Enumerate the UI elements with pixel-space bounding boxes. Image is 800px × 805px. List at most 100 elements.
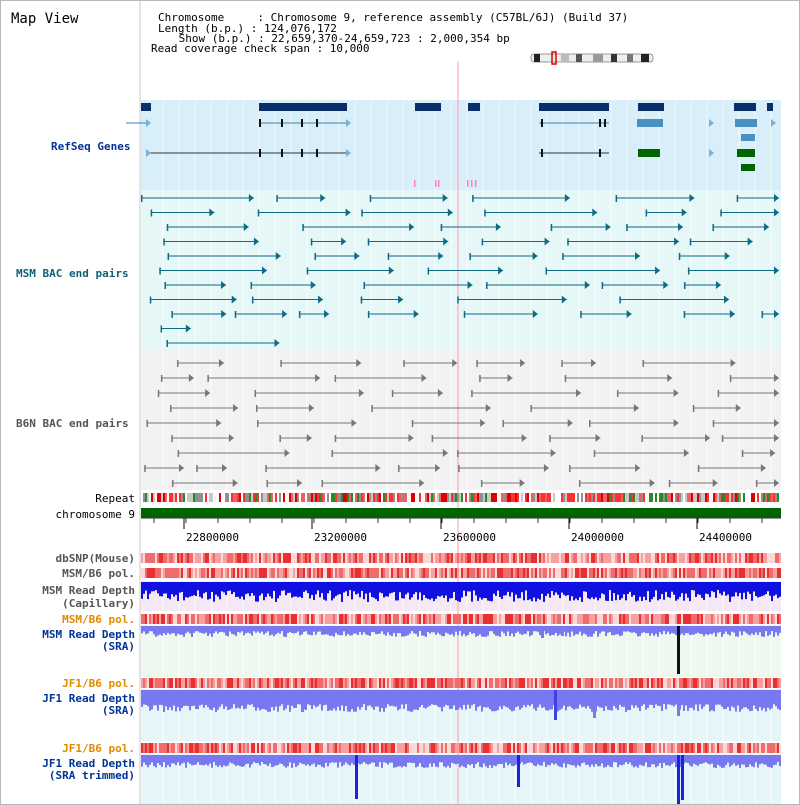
- jf1-b6-pol-heat-2: [665, 743, 667, 753]
- jf1-b6-pol-heat-2: [429, 743, 431, 753]
- jf1-trimmed-depth: [473, 755, 475, 768]
- dbsnp-heat: [307, 553, 309, 563]
- page-title: Map View: [11, 11, 79, 27]
- jf1-sra-depth: [725, 690, 727, 710]
- msm-b6-pol-heat: [671, 568, 673, 578]
- msm-b6-pol-heat: [607, 568, 609, 578]
- repeat-element: [535, 493, 537, 502]
- jf1-b6-pol-heat: [191, 678, 193, 688]
- msm-bac-pair-arrow: [275, 252, 281, 260]
- msm-b6-pol-heat-2: [411, 614, 413, 624]
- jf1-sra-depth: [325, 690, 327, 705]
- msm-b6-pol-heat-2: [557, 614, 559, 624]
- msm-capillary-depth: [161, 582, 163, 597]
- jf1-b6-pol-heat-2: [275, 743, 277, 753]
- exon-tick: [541, 149, 543, 157]
- msm-capillary-depth: [531, 582, 533, 602]
- msm-b6-pol-heat-2: [651, 614, 653, 624]
- repeat-element: [417, 493, 419, 502]
- track-label-refseq[interactable]: RefSeq Genes: [51, 140, 131, 153]
- jf1-trimmed-depth: [717, 755, 719, 765]
- msm-capillary-depth: [595, 582, 597, 598]
- msm-b6-pol-heat: [257, 568, 259, 578]
- repeat-element: [499, 493, 501, 502]
- msm-b6-pol-heat-2: [729, 614, 731, 624]
- msm-b6-pol-heat-2: [521, 614, 523, 624]
- msm-b6-pol-heat: [543, 568, 545, 578]
- dbsnp-heat: [555, 553, 557, 563]
- msm-sra-depth: [765, 626, 767, 632]
- msm-b6-pol-heat: [541, 568, 543, 578]
- track-label-msm-b6-pol[interactable]: MSM/B6 pol.: [62, 567, 135, 580]
- msm-b6-pol-heat-2: [155, 614, 157, 624]
- dbsnp-heat: [333, 553, 335, 563]
- track-label-msm-b6-pol-2[interactable]: MSM/B6 pol.: [62, 613, 135, 626]
- msm-sra-depth: [689, 626, 691, 635]
- dbsnp-heat: [667, 553, 669, 563]
- repeat-element: [315, 493, 317, 502]
- msm-bac-pair-end: [234, 311, 237, 318]
- msm-b6-pol-heat: [487, 568, 489, 578]
- repeat-element: [347, 493, 349, 502]
- msm-b6-pol-heat-2: [503, 614, 505, 624]
- msm-bac-pair-end: [678, 253, 681, 260]
- track-label-msm-bac[interactable]: MSM BAC end pairs: [16, 267, 129, 280]
- track-label-jf1-depth-sra[interactable]: JF1 Read Depth: [42, 692, 135, 705]
- jf1-b6-pol-heat: [361, 678, 363, 688]
- dbsnp-heat: [165, 553, 167, 563]
- msm-capillary-depth: [721, 582, 723, 596]
- msm-sra-depth: [755, 626, 757, 633]
- repeat-element: [753, 493, 755, 502]
- msm-capillary-depth: [663, 582, 665, 600]
- msm-b6-pol-heat: [273, 568, 275, 578]
- jf1-b6-pol-heat-2: [315, 743, 317, 753]
- msm-bac-pair-arrow: [655, 266, 661, 275]
- msm-sra-depth: [485, 626, 487, 637]
- jf1-sra-depth: [209, 690, 211, 710]
- jf1-b6-pol-heat-2: [157, 743, 159, 753]
- jf1-trimmed-depth: [655, 755, 657, 768]
- dbsnp-heat: [687, 553, 689, 563]
- jf1-sra-depth: [363, 690, 365, 705]
- jf1-b6-pol-heat-2: [293, 743, 295, 753]
- jf1-b6-pol-heat: [683, 678, 685, 688]
- jf1-b6-pol-heat-2: [367, 743, 369, 753]
- track-label-msm-depth-sra[interactable]: MSM Read Depth: [42, 628, 135, 641]
- msm-capillary-depth: [367, 582, 369, 602]
- dbsnp-heat: [383, 553, 385, 563]
- jf1-b6-pol-heat: [549, 678, 551, 688]
- msm-sra-depth: [255, 626, 257, 633]
- jf1-b6-pol-heat-2: [439, 743, 441, 753]
- msm-b6-pol-heat: [629, 568, 631, 578]
- msm-capillary-depth: [661, 582, 663, 595]
- track-label-msm-depth-capillary[interactable]: MSM Read Depth: [42, 584, 135, 597]
- jf1-trimmed-depth: [385, 755, 387, 763]
- jf1-sra-depth: [501, 690, 503, 710]
- repeat-element: [693, 493, 695, 502]
- msm-b6-pol-heat-2: [603, 614, 605, 624]
- jf1-sra-depth: [379, 690, 381, 712]
- msm-bac-pair-end: [150, 209, 153, 217]
- repeat-element: [311, 493, 313, 502]
- jf1-trimmed-depth: [509, 755, 511, 764]
- jf1-b6-pol-heat: [731, 678, 733, 688]
- jf1-b6-pol-heat: [677, 678, 679, 688]
- dbsnp-heat: [597, 553, 599, 563]
- track-label-jf1-b6-pol-2[interactable]: JF1/B6 pol.: [62, 742, 135, 755]
- msm-capillary-depth: [735, 582, 737, 593]
- msm-capillary-depth: [631, 582, 633, 597]
- jf1-b6-pol-heat-2: [575, 743, 577, 753]
- msm-b6-pol-heat: [279, 568, 281, 578]
- track-label-b6n-bac[interactable]: B6N BAC end pairs: [16, 417, 129, 430]
- jf1-b6-pol-heat-2: [773, 743, 775, 753]
- track-label-jf1-depth-trimmed[interactable]: JF1 Read Depth: [42, 757, 135, 770]
- track-label-jf1-b6-pol[interactable]: JF1/B6 pol.: [62, 677, 135, 690]
- track-label-dbsnp[interactable]: dbSNP(Mouse): [55, 552, 135, 565]
- msm-b6-pol-heat: [329, 568, 331, 578]
- dbsnp-heat: [209, 553, 211, 563]
- jf1-b6-pol-heat-2: [289, 743, 291, 753]
- b6n-bac-pair-end: [476, 360, 478, 367]
- dbsnp-heat: [141, 553, 143, 563]
